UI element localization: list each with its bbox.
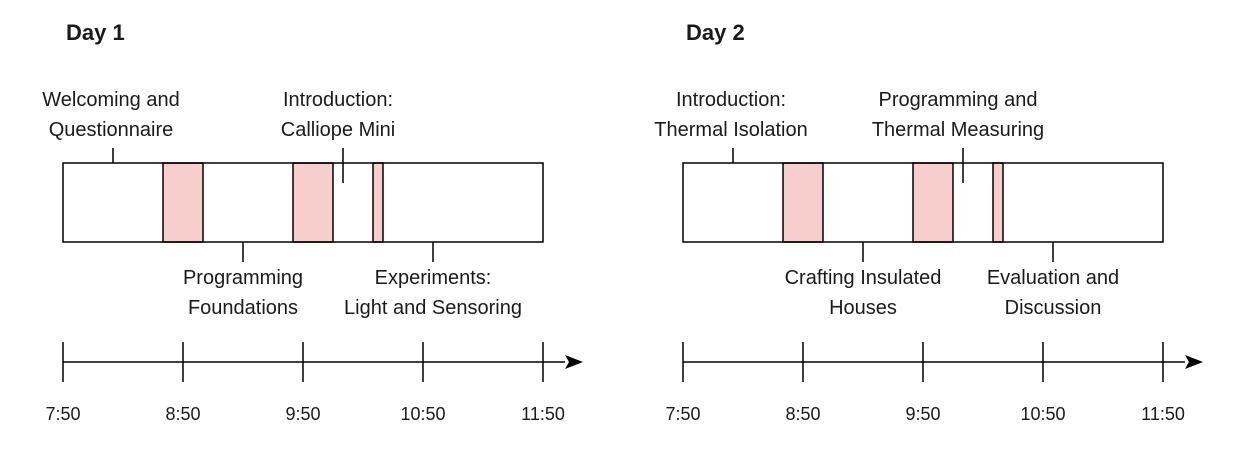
activity-label: Introduction: xyxy=(676,89,786,111)
axis-tick-label: 8:50 xyxy=(165,404,200,424)
activity-label: Thermal Measuring xyxy=(872,119,1044,141)
activity-label: Discussion xyxy=(1005,297,1102,319)
axis-arrowhead xyxy=(1185,355,1203,369)
activity-label: Foundations xyxy=(188,297,298,319)
axis-tick-label: 9:50 xyxy=(905,404,940,424)
activity-label: Light and Sensoring xyxy=(344,297,522,319)
break-block xyxy=(912,162,954,243)
axis-tick-label: 10:50 xyxy=(1020,404,1065,424)
day-2-schedule: Day 2 Introduction: Thermal Isolation Progr… xyxy=(654,20,1203,424)
activity-label: Welcoming and xyxy=(42,89,179,111)
break-block xyxy=(782,162,824,243)
activity-label: Programming xyxy=(183,267,303,289)
axis-arrowhead xyxy=(565,355,583,369)
axis-tick-label: 7:50 xyxy=(45,404,80,424)
day-title: Day 1 xyxy=(66,20,125,45)
activity-label: Crafting Insulated xyxy=(785,267,942,289)
axis-tick-label: 7:50 xyxy=(665,404,700,424)
break-block xyxy=(992,162,1004,243)
activity-label: Questionnaire xyxy=(49,119,174,141)
axis-tick-label: 10:50 xyxy=(400,404,445,424)
activity-label: Houses xyxy=(829,297,897,319)
axis-tick-label: 11:50 xyxy=(1141,404,1185,424)
day-1-schedule: Day 1 Welcoming and Questionnaire Introduct… xyxy=(42,20,583,424)
activity-label: Evaluation and xyxy=(987,267,1119,289)
activity-label: Programming and xyxy=(879,89,1038,111)
break-block xyxy=(162,162,204,243)
break-block xyxy=(372,162,384,243)
activity-label: Thermal Isolation xyxy=(654,119,807,141)
activity-label: Experiments: xyxy=(375,267,492,289)
activity-label: Calliope Mini xyxy=(281,119,396,141)
axis-tick-label: 11:50 xyxy=(521,404,565,424)
activity-label: Introduction: xyxy=(283,89,393,111)
session-box xyxy=(682,162,1164,243)
axis-tick-label: 9:50 xyxy=(285,404,320,424)
axis-tick-label: 8:50 xyxy=(785,404,820,424)
session-box xyxy=(62,162,544,243)
day-title: Day 2 xyxy=(686,20,745,45)
break-block xyxy=(292,162,334,243)
